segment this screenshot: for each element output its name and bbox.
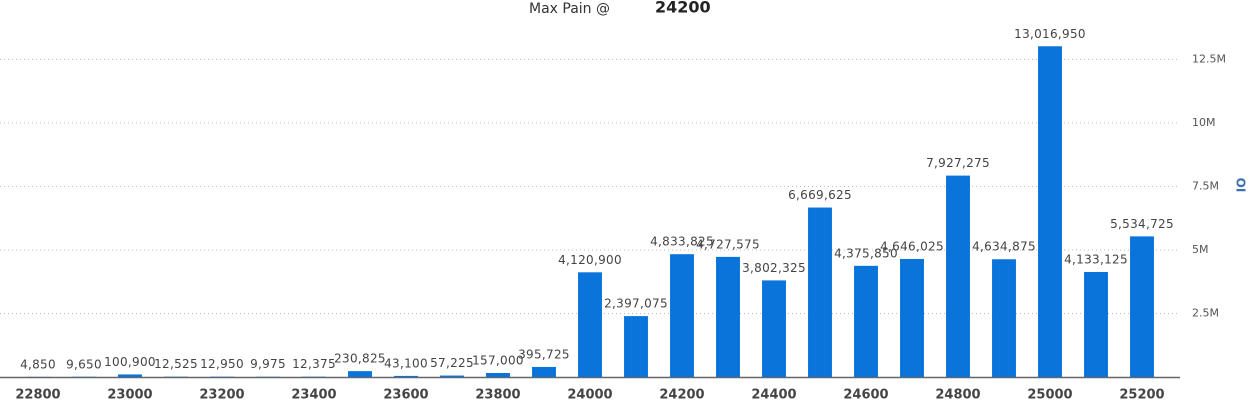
max-pain-value: 24200: [655, 0, 711, 17]
bar: [992, 259, 1016, 377]
bar: [394, 375, 418, 377]
data-label: 43,100: [384, 356, 428, 370]
bar: [900, 258, 924, 377]
bar: [348, 371, 372, 377]
data-label: 4,120,900: [558, 253, 622, 267]
x-tick-label: 24600: [843, 388, 888, 403]
data-label: 4,646,025: [880, 239, 944, 253]
bar: [440, 375, 464, 377]
x-tick-label: 23800: [475, 388, 520, 403]
bar: [532, 366, 556, 377]
x-tick-label: 23400: [291, 388, 336, 403]
bar: [670, 254, 694, 377]
chart-title: Max Pain @: [529, 1, 610, 17]
y-tick-label: 12.5M: [1192, 52, 1226, 65]
bar: [716, 256, 740, 377]
bar: [486, 373, 510, 377]
x-tick-label: 22800: [15, 388, 60, 403]
data-label: 57,225: [430, 356, 474, 370]
bar: [946, 175, 970, 377]
data-label: 12,950: [200, 357, 244, 371]
bar: [762, 280, 786, 377]
bar: [854, 265, 878, 377]
data-label: 12,375: [292, 357, 336, 371]
y-tick-label: 2.5M: [1192, 306, 1219, 319]
x-tick-label: 24400: [751, 388, 796, 403]
bar: [1130, 236, 1154, 377]
data-label: 230,825: [334, 352, 386, 366]
y-axis-title: OI: [1234, 178, 1248, 193]
data-label: 100,900: [104, 355, 156, 369]
data-label: 4,375,850: [834, 246, 898, 260]
data-label: 3,802,325: [742, 261, 806, 275]
y-tick-label: 7.5M: [1192, 179, 1219, 192]
data-label: 157,000: [472, 354, 524, 368]
data-label: 2,397,075: [604, 297, 668, 311]
x-tick-label: 25000: [1027, 388, 1072, 403]
data-label: 6,669,625: [788, 188, 852, 202]
data-label: 7,927,275: [926, 156, 990, 170]
data-label: 12,525: [154, 357, 198, 371]
data-label: 9,650: [66, 357, 102, 371]
x-tick-label: 23000: [107, 388, 152, 403]
bar: [578, 272, 602, 377]
y-tick-label: 5M: [1192, 243, 1209, 256]
x-tick-label: 24200: [659, 388, 704, 403]
data-label: 5,534,725: [1110, 217, 1174, 231]
data-label: 4,133,125: [1064, 252, 1128, 266]
x-tick-label: 24800: [935, 388, 980, 403]
bar: [624, 316, 648, 377]
data-label: 4,727,575: [696, 237, 760, 251]
data-label: 4,850: [20, 357, 56, 371]
bar: [1084, 271, 1108, 377]
x-tick-label: 23600: [383, 388, 428, 403]
x-tick-label: 24000: [567, 388, 612, 403]
data-label: 4,833,825: [650, 235, 714, 249]
bar: [808, 207, 832, 377]
x-tick-label: 23200: [199, 388, 244, 403]
data-label: 395,725: [518, 347, 570, 361]
data-label: 4,634,875: [972, 240, 1036, 254]
y-tick-label: 10M: [1192, 116, 1216, 129]
data-label: 13,016,950: [1014, 27, 1086, 41]
x-tick-label: 25200: [1119, 388, 1164, 403]
bar: [1038, 46, 1062, 378]
bar: [118, 374, 142, 377]
data-label: 9,975: [250, 357, 286, 371]
